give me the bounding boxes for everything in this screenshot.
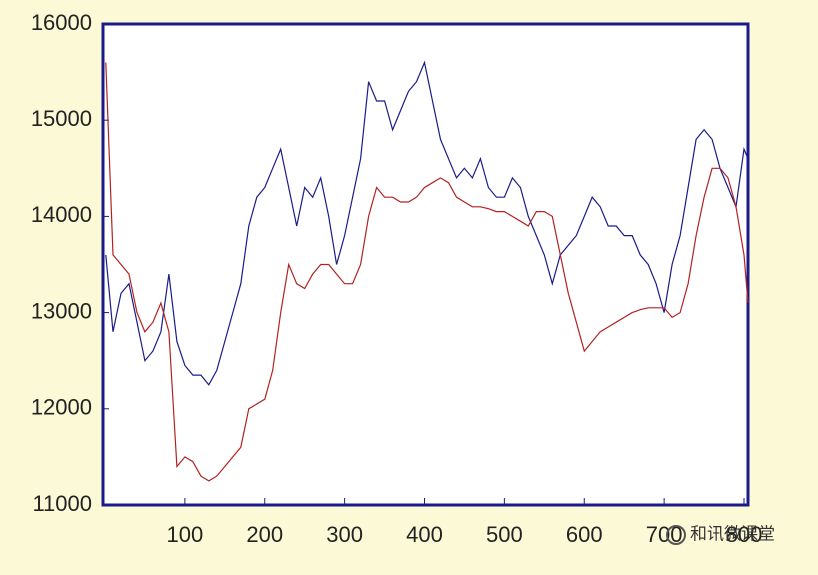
y-tick-label: 11000 — [32, 491, 92, 516]
watermark-icon — [666, 525, 686, 545]
series-line — [105, 62, 749, 482]
x-tick-label: 100 — [167, 522, 204, 547]
watermark: 和讯微课堂 — [666, 524, 775, 545]
x-tick-label: 400 — [406, 522, 443, 547]
y-tick-label: 13000 — [31, 298, 92, 323]
x-tick-label: 200 — [246, 522, 283, 547]
y-tick-label: 12000 — [31, 395, 92, 420]
watermark-text: 和讯微课堂 — [690, 524, 775, 543]
y-tick-label: 15000 — [31, 106, 92, 131]
x-tick-label: 500 — [486, 522, 523, 547]
series-line — [105, 60, 749, 386]
x-tick-label: 800 — [726, 522, 763, 547]
x-tick-label: 300 — [326, 522, 363, 547]
y-tick-label: 14000 — [31, 202, 92, 227]
plot-area — [101, 22, 750, 507]
x-tick-label: 600 — [566, 522, 603, 547]
y-tick-label: 16000 — [31, 10, 92, 35]
